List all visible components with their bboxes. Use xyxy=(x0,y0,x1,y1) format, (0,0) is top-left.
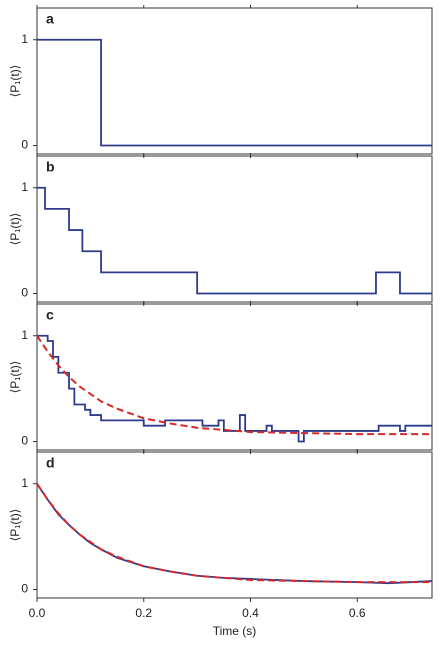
data-line xyxy=(36,483,433,585)
panel-frame xyxy=(36,155,433,303)
y-tick-label: 0 xyxy=(21,138,28,152)
data-line xyxy=(37,186,432,295)
y-axis-label: ⟨P₁(t)⟩ xyxy=(8,213,22,246)
x-tick-label: 0.4 xyxy=(242,606,259,620)
data-line xyxy=(37,38,432,147)
panel-frame xyxy=(36,303,433,451)
panel-letter: d xyxy=(46,455,55,471)
panel-letter: c xyxy=(46,307,54,323)
x-tick-label: 0.6 xyxy=(349,606,366,620)
y-tick-label: 1 xyxy=(21,180,28,194)
data-line xyxy=(36,483,432,584)
panel-frame xyxy=(36,7,433,155)
panel-letter: a xyxy=(46,11,54,27)
y-tick-label: 0 xyxy=(21,434,28,448)
x-tick-label: 0.0 xyxy=(29,606,46,620)
panel-frame xyxy=(36,451,433,599)
y-axis-label: ⟨P₁(t)⟩ xyxy=(8,65,22,98)
data-line xyxy=(37,334,432,443)
y-tick-label: 0 xyxy=(21,582,28,596)
panel-letter: b xyxy=(46,159,55,175)
y-tick-label: 0 xyxy=(21,286,28,300)
x-axis-label: Time (s) xyxy=(213,624,257,638)
data-line xyxy=(36,335,432,436)
y-tick-label: 1 xyxy=(21,32,28,46)
y-tick-label: 1 xyxy=(21,476,28,490)
y-axis-label: ⟨P₁(t)⟩ xyxy=(8,509,22,542)
y-tick-label: 1 xyxy=(21,328,28,342)
y-axis-label: ⟨P₁(t)⟩ xyxy=(8,361,22,394)
x-tick-label: 0.2 xyxy=(135,606,152,620)
